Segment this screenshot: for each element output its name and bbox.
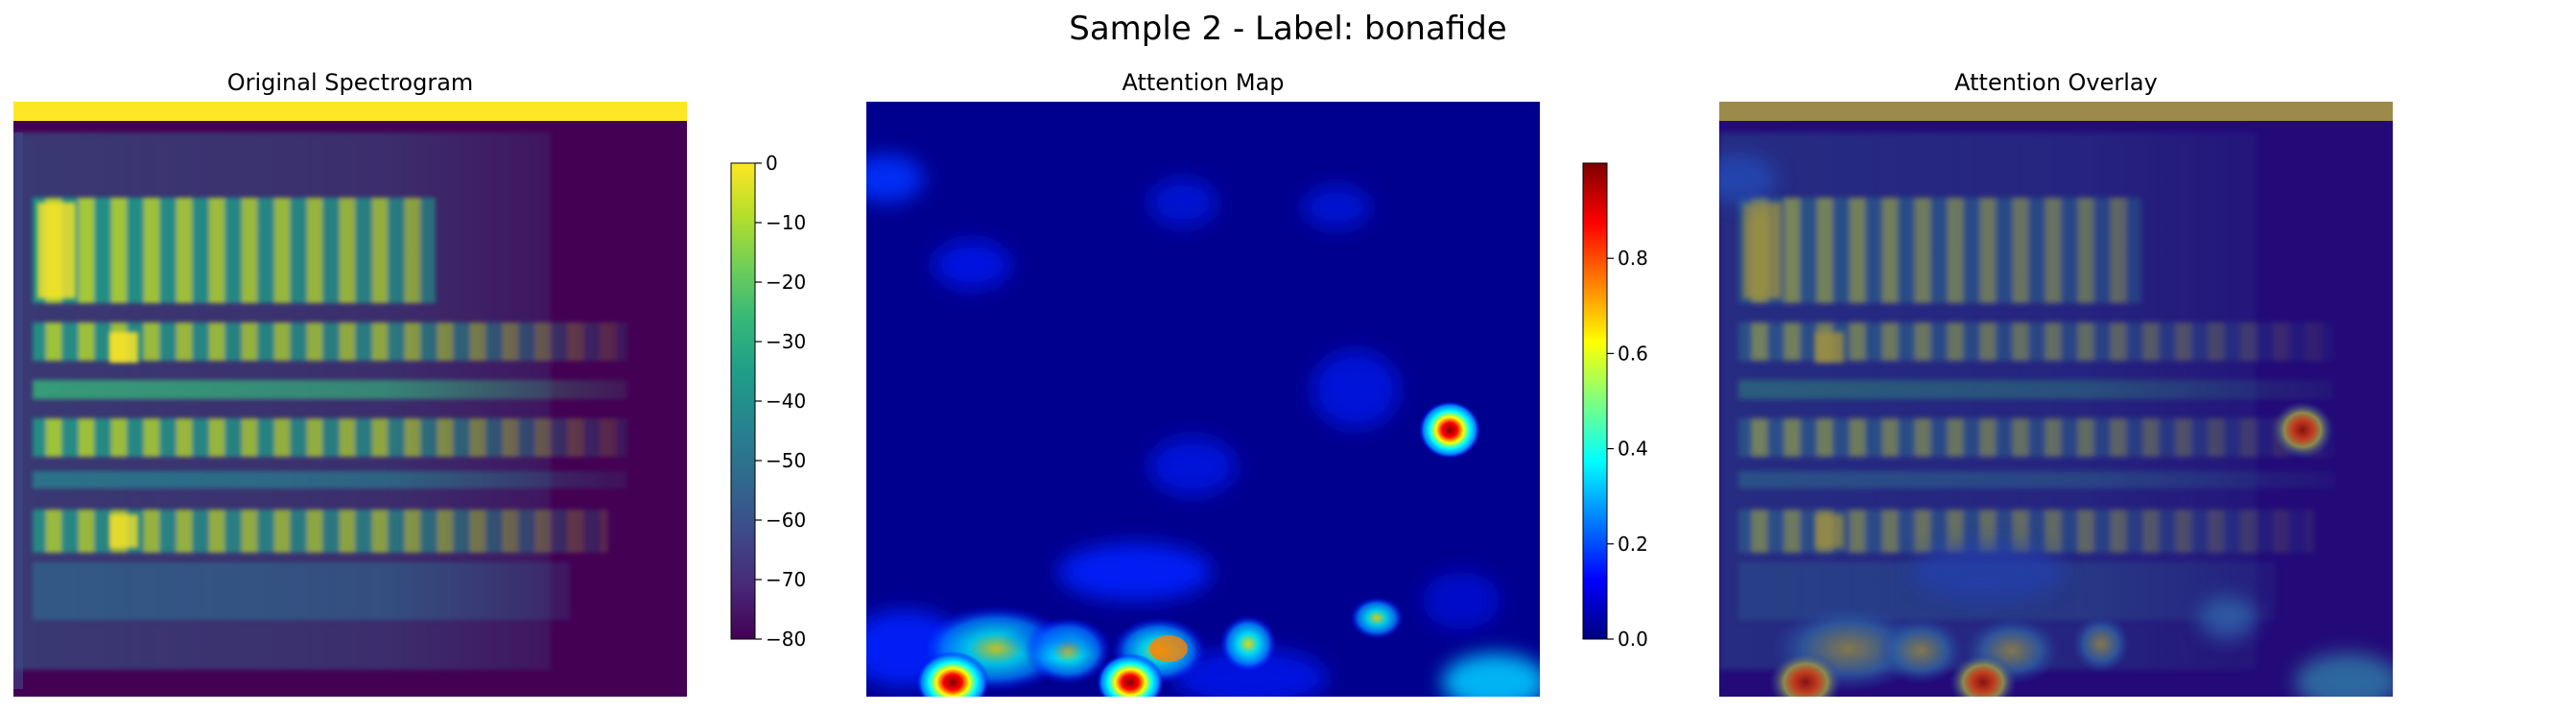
- colorbar-tick-label: −10: [766, 211, 806, 234]
- spectrogram-image: [13, 102, 687, 697]
- overlay-title: Attention Overlay: [1954, 69, 2158, 96]
- colorbar-tick-label: 0: [766, 154, 778, 175]
- colorbar-tick-label: 0.4: [1618, 438, 1648, 461]
- colorbar-tick-label: 0.2: [1618, 533, 1648, 556]
- colorbar-tick-label: −50: [766, 449, 806, 472]
- attention-map-image: [866, 102, 1540, 697]
- spectrogram-texture: [13, 132, 627, 689]
- figure-title: Sample 2 - Label: bonafide: [1069, 10, 1507, 48]
- spectrogram-colorbar: 0 −10 −20 −30 −40 −50 −60 −70 −80: [729, 152, 835, 656]
- attention-map-title: Attention Map: [1122, 69, 1285, 96]
- overlay-texture: [1719, 132, 2393, 697]
- overlay-image: [1719, 102, 2393, 697]
- colorbar-tick-label: −80: [766, 628, 806, 651]
- colorbar-tick-label: 0.0: [1618, 628, 1648, 651]
- colorbar-tick-label: −30: [766, 330, 806, 353]
- colorbar-tick-label: −70: [766, 568, 806, 591]
- colorbar-tick-label: 0.8: [1618, 247, 1648, 270]
- colorbar-tick-label: 0.6: [1618, 342, 1648, 365]
- attention-colorbar: 0.0 0.2 0.4 0.6 0.8: [1581, 154, 1687, 656]
- colorbar-tick-label: −40: [766, 390, 806, 413]
- colorbar-tick-label: −20: [766, 271, 806, 294]
- spectrogram-title: Original Spectrogram: [226, 69, 474, 96]
- attention-blobs: [866, 154, 1540, 697]
- colorbar-tick-label: −60: [766, 509, 806, 532]
